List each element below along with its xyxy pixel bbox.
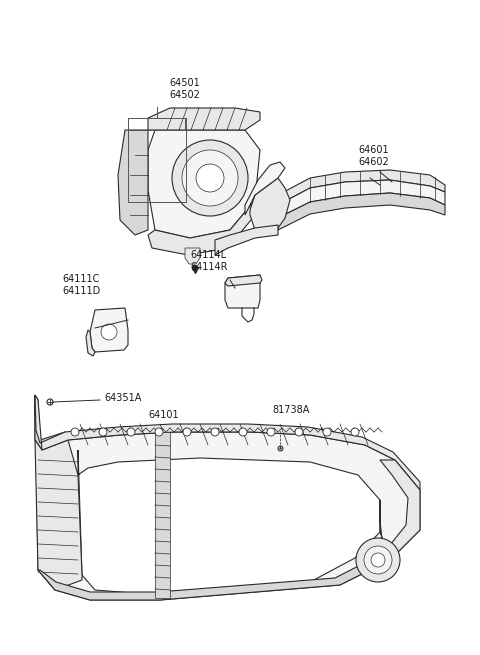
Polygon shape (185, 248, 200, 264)
Polygon shape (148, 200, 255, 255)
Polygon shape (35, 395, 68, 450)
Polygon shape (225, 275, 262, 286)
Circle shape (71, 428, 79, 436)
Circle shape (267, 428, 275, 436)
Circle shape (323, 428, 331, 436)
Circle shape (295, 428, 303, 436)
Polygon shape (86, 330, 95, 356)
Polygon shape (148, 130, 260, 238)
Polygon shape (148, 108, 260, 130)
Polygon shape (118, 130, 148, 235)
Circle shape (351, 428, 359, 436)
Polygon shape (35, 395, 420, 490)
Polygon shape (380, 460, 420, 560)
Polygon shape (35, 395, 420, 600)
Circle shape (183, 428, 191, 436)
Circle shape (371, 553, 385, 567)
Circle shape (101, 324, 117, 340)
Circle shape (182, 150, 238, 206)
Circle shape (47, 399, 53, 405)
Polygon shape (155, 432, 170, 598)
Circle shape (239, 428, 247, 436)
Polygon shape (245, 162, 285, 215)
Polygon shape (225, 275, 260, 308)
Circle shape (99, 428, 107, 436)
Polygon shape (35, 440, 82, 590)
Circle shape (364, 546, 392, 574)
Circle shape (127, 428, 135, 436)
Circle shape (192, 265, 198, 271)
Text: 64114L
64114R: 64114L 64114R (190, 250, 228, 272)
Circle shape (172, 140, 248, 216)
Circle shape (196, 164, 224, 192)
Circle shape (211, 428, 219, 436)
Text: 64111C
64111D: 64111C 64111D (62, 274, 100, 296)
Text: 64501
64502: 64501 64502 (169, 77, 201, 100)
Polygon shape (250, 178, 290, 230)
Polygon shape (278, 180, 445, 218)
Polygon shape (215, 225, 278, 255)
Polygon shape (278, 193, 445, 230)
Text: 64601
64602: 64601 64602 (358, 145, 389, 167)
Polygon shape (90, 308, 128, 352)
Polygon shape (38, 555, 390, 600)
Text: 64351A: 64351A (104, 393, 142, 403)
Polygon shape (278, 170, 445, 205)
Text: 64101: 64101 (148, 410, 179, 420)
Circle shape (155, 428, 163, 436)
Circle shape (356, 538, 400, 582)
Text: 81738A: 81738A (272, 405, 310, 415)
Polygon shape (78, 450, 380, 595)
